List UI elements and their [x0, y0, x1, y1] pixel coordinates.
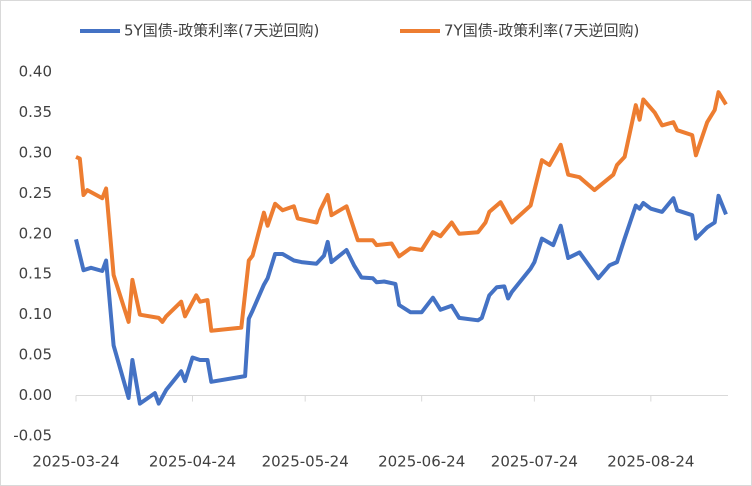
x-tick-label: 2025-08-24 [607, 453, 694, 471]
y-tick-label: 0.10 [19, 305, 52, 323]
legend-label: 5Y国债-政策利率(7天逆回购) [124, 22, 319, 40]
y-tick-label: 0.25 [19, 184, 52, 202]
y-tick-label: 0.40 [19, 63, 52, 81]
y-tick-label: 0.30 [19, 143, 52, 161]
legend-label: 7Y国债-政策利率(7天逆回购) [444, 22, 639, 40]
y-tick-label: 0.00 [19, 386, 52, 404]
x-tick-label: 2025-07-24 [491, 453, 578, 471]
x-tick-label: 2025-05-24 [262, 453, 349, 471]
x-tick-label: 2025-06-24 [378, 453, 465, 471]
y-tick-label: 0.05 [19, 346, 52, 364]
series-line [75, 90, 728, 333]
y-tick-label: 0.20 [19, 224, 52, 242]
y-tick-label: 0.35 [19, 103, 52, 121]
x-tick-label: 2025-04-24 [149, 453, 236, 471]
x-tick-label: 2025-03-24 [32, 453, 119, 471]
series-line [74, 193, 728, 406]
y-tick-label: -0.05 [13, 427, 52, 445]
y-tick-label: 0.15 [19, 265, 52, 283]
